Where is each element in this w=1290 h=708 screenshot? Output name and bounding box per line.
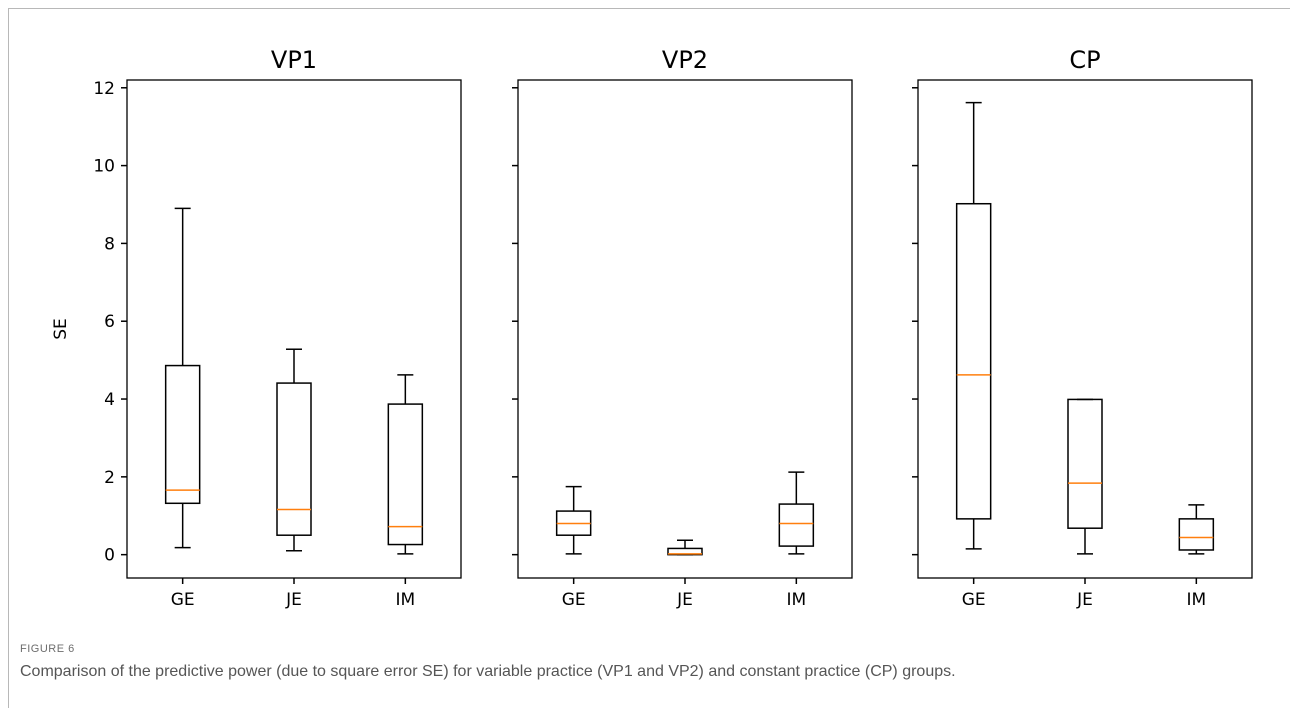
y-tick-label: 12 (93, 79, 115, 99)
box-im: IM (778, 471, 815, 610)
box-ge: GE (164, 207, 201, 610)
figure-caption: Comparison of the predictive power (due … (20, 663, 956, 680)
iqr-box (387, 403, 424, 546)
box-ge: GE (955, 101, 992, 610)
boxplot-figure: VP1 0 2 4 6 8 10 12 GE JE IM VP2 GE JE IM CP GE JE IM SE (51, 46, 1253, 610)
y-tick-label: 6 (104, 312, 115, 332)
iqr-box (1178, 518, 1215, 551)
x-tick-label: GE (962, 590, 986, 610)
iqr-box (667, 547, 703, 556)
box-je: JE (276, 348, 312, 610)
box-im: IM (387, 374, 424, 610)
axes-frame (517, 79, 853, 579)
box-ge: GE (555, 485, 592, 610)
iqr-box (276, 382, 312, 536)
panel-cp: CP GE JE IM (912, 46, 1253, 610)
panel-title: VP2 (662, 46, 708, 74)
x-tick-label: GE (171, 590, 195, 610)
iqr-box (164, 364, 201, 505)
y-tick-label: 10 (93, 157, 115, 177)
x-tick-label: JE (1076, 590, 1093, 610)
panel-vp2: VP2 GE JE IM (512, 46, 853, 610)
y-axis-label: SE (51, 318, 71, 340)
x-tick-label: IM (1186, 590, 1206, 610)
iqr-box (1067, 398, 1103, 529)
iqr-box (778, 503, 815, 547)
y-tick-label: 4 (104, 390, 115, 410)
x-tick-label: JE (285, 590, 302, 610)
panel-title: CP (1069, 46, 1100, 74)
box-je: JE (1067, 398, 1103, 610)
axes-frame (917, 79, 1253, 579)
box-im: IM (1178, 504, 1215, 610)
panel-title: VP1 (271, 46, 317, 74)
y-tick-label: 8 (104, 234, 115, 254)
iqr-box (955, 202, 992, 520)
box-je: JE (667, 539, 703, 610)
panel-vp1: VP1 0 2 4 6 8 10 12 GE JE IM (93, 46, 462, 610)
x-tick-label: GE (562, 590, 586, 610)
x-tick-label: IM (395, 590, 415, 610)
y-tick-label: 2 (104, 468, 115, 488)
figure-frame (8, 8, 1290, 708)
y-tick-label: 0 (104, 546, 115, 566)
figure-label: FIGURE 6 (20, 643, 75, 655)
x-tick-label: JE (676, 590, 693, 610)
x-tick-label: IM (786, 590, 806, 610)
